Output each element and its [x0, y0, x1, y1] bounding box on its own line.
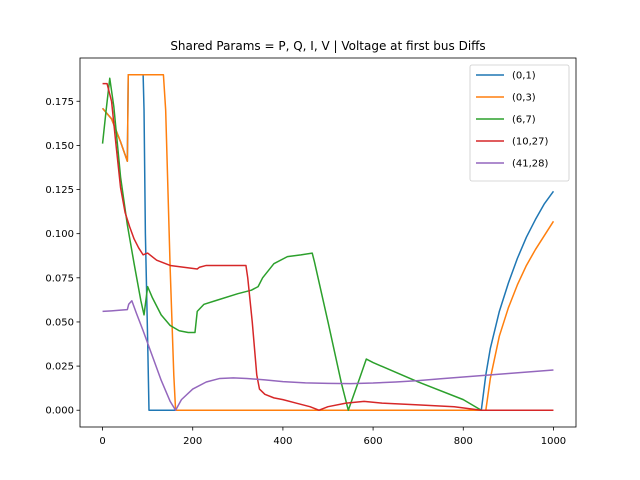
series-line-2 [101, 77, 482, 411]
y-axis: 0.000 0.025 0.050 0.075 0.100 0.125 0.150 0.175 [45, 97, 80, 417]
y-tick-label: 0.050 [45, 317, 74, 328]
x-axis: 0 200 400 600 800 1000 [99, 427, 566, 447]
y-tick-label: 0.100 [45, 229, 74, 240]
legend-label: (0,1) [512, 71, 536, 82]
legend-label: (0,3) [512, 93, 536, 104]
plot-area [79, 57, 577, 428]
legend-box [469, 64, 570, 182]
y-tick-label: 0.025 [45, 362, 74, 373]
series-line-3 [102, 82, 554, 411]
x-tick-label: 0 [99, 436, 105, 447]
y-tick-label: 0.175 [45, 97, 74, 108]
y-tick-label: 0.125 [45, 185, 74, 196]
series-line-4 [102, 300, 554, 411]
plot-frame [79, 57, 577, 428]
x-tick-label: 1000 [541, 436, 566, 447]
legend-label: (41,28) [512, 159, 549, 170]
series-line-1 [101, 74, 555, 411]
legend-label: (10,27) [512, 137, 549, 148]
series-layer [101, 74, 555, 411]
x-tick-label: 800 [454, 436, 473, 447]
legend-label: (6,7) [512, 115, 536, 126]
y-tick-label: 0.150 [45, 141, 74, 152]
y-tick-label: 0.075 [45, 273, 74, 284]
x-tick-label: 600 [364, 436, 383, 447]
x-tick-label: 200 [183, 436, 202, 447]
x-tick-label: 400 [273, 436, 292, 447]
chart-title: Shared Params = P, Q, I, V | Voltage at … [170, 39, 485, 53]
legend: (0,1) (0,3) (6,7) (10,27) (41,28) [469, 64, 570, 182]
y-tick-label: 0.000 [45, 406, 74, 417]
